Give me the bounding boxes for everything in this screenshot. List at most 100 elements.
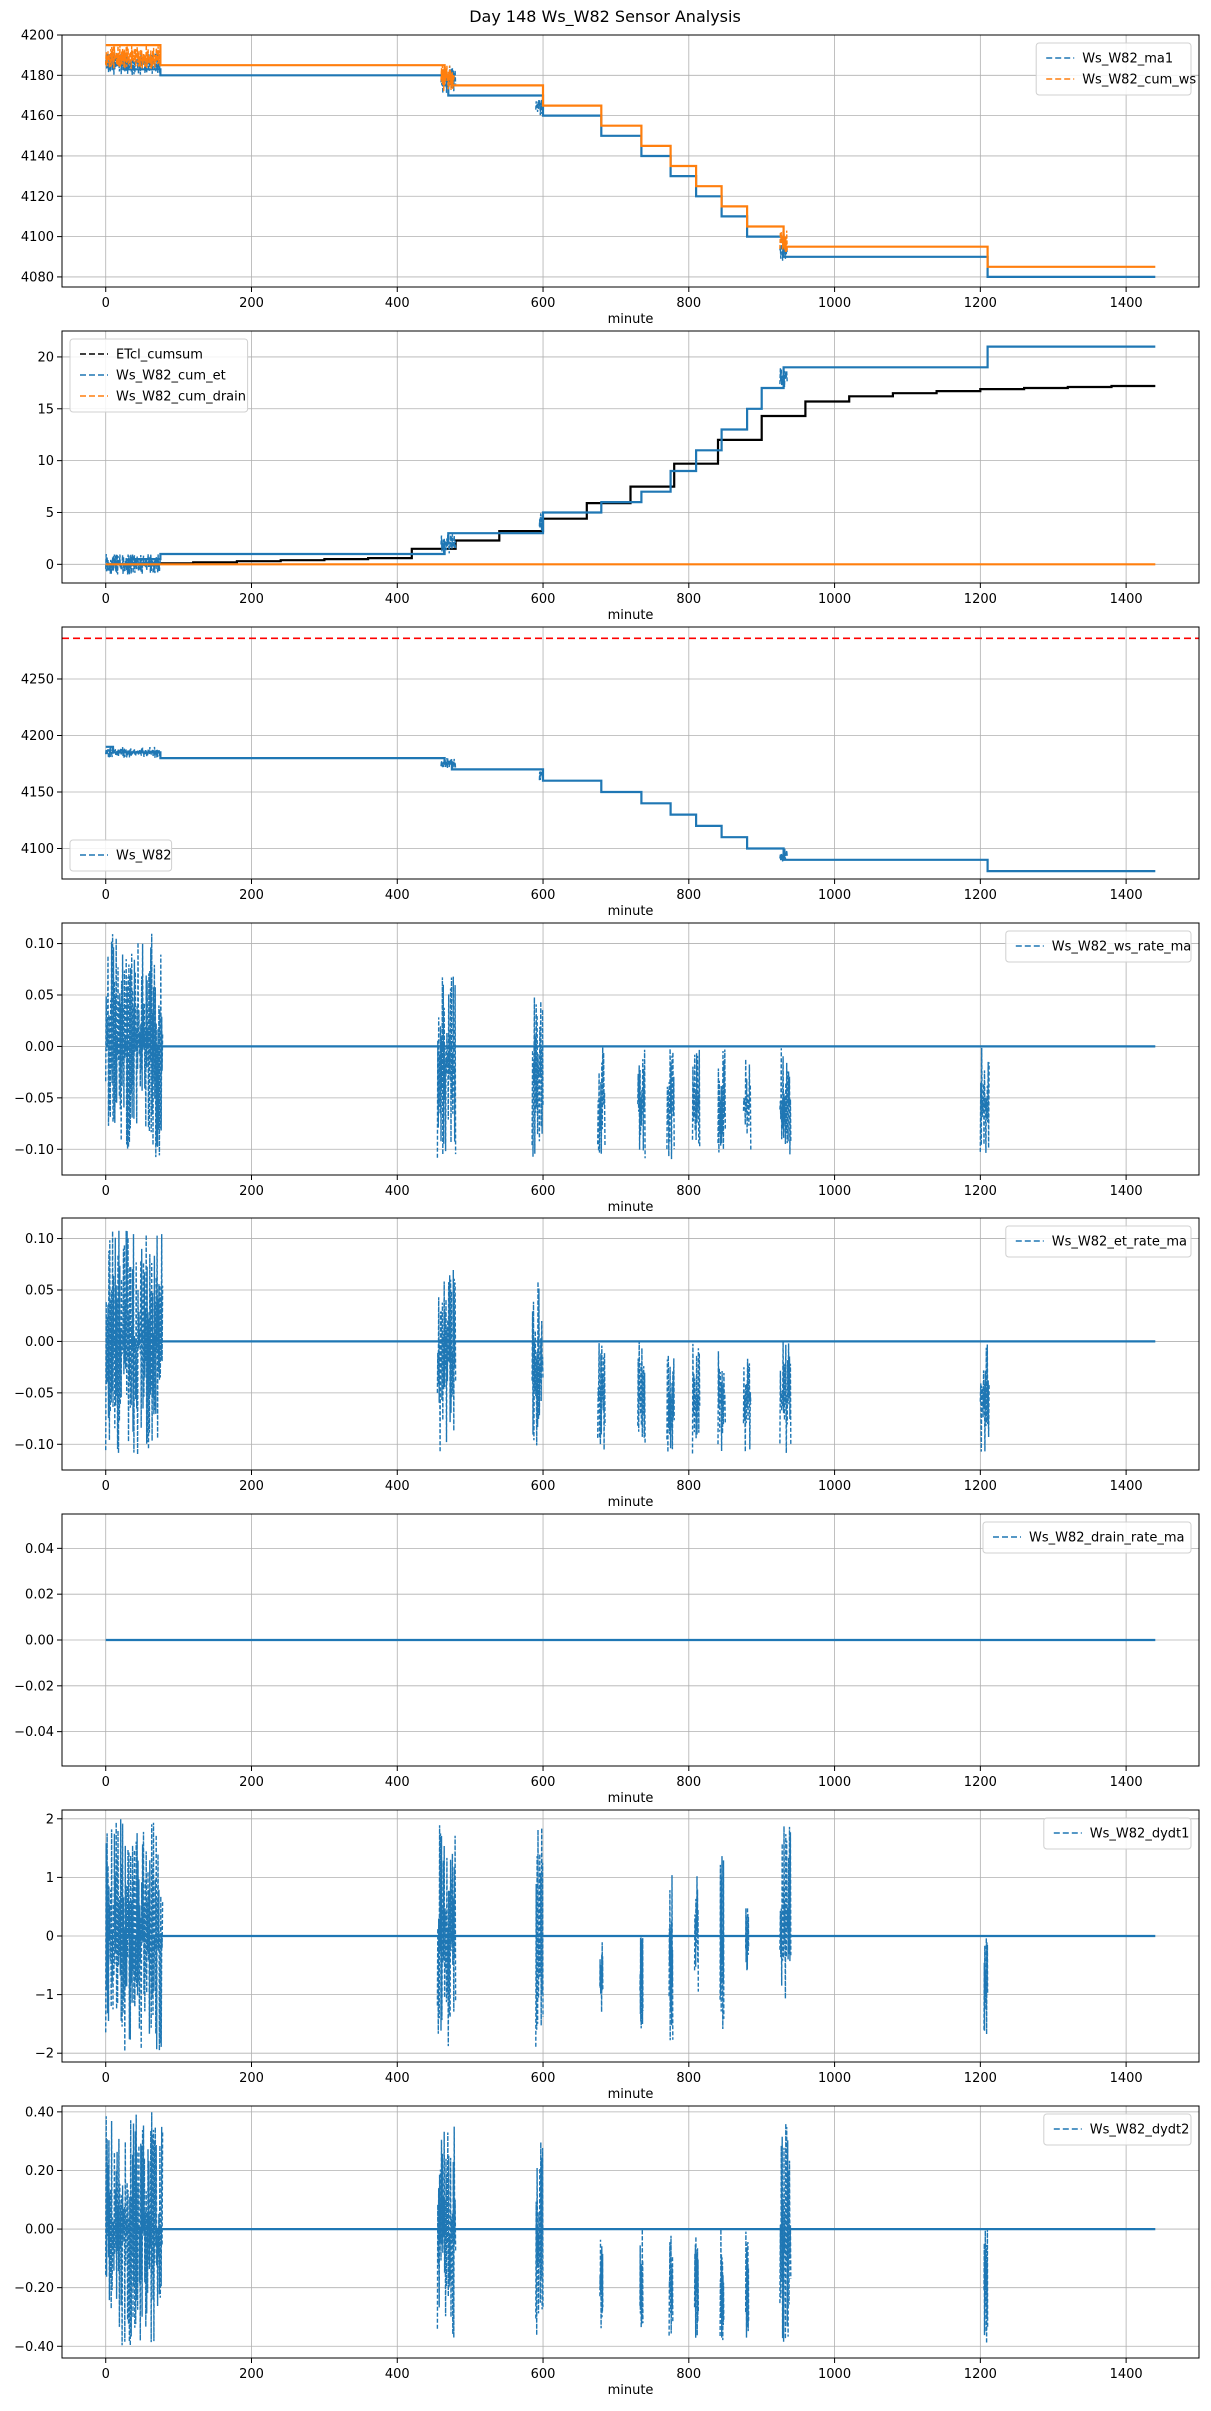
- x-tick-label: 1000: [818, 2367, 851, 2382]
- x-tick-label: 1400: [1110, 1479, 1143, 1494]
- legend-label: Ws_W82_dydt2: [1090, 2123, 1190, 2138]
- legend: ETcl_cumsum Ws_W82_cum_et Ws_W82_cum_drain: [69, 338, 249, 413]
- series-noise-burst: [779, 2123, 792, 2342]
- subplot-5: 0 200 400 600 800 1000 1200 1400 −0.10 −0.05 0.00 0…: [14, 1217, 1200, 1510]
- figure-title: Day 148 Ws_W82 Sensor Analysis: [469, 7, 741, 27]
- x-tick-label: 1000: [818, 2071, 851, 2086]
- y-tick-label: 4100: [21, 230, 54, 245]
- series-noise-burst: [597, 1047, 606, 1154]
- series-noise-burst: [436, 2126, 457, 2338]
- legend: Ws_W82_dydt1: [1043, 1817, 1192, 1850]
- x-tick-label: 0: [102, 296, 110, 311]
- x-tick-label: 800: [676, 888, 701, 903]
- subplot-4: 0 200 400 600 800 1000 1200 1400 −0.10 −0.05 0.00 0…: [14, 922, 1200, 1215]
- plot-area: [105, 2112, 1156, 2346]
- x-axis-label: minute: [608, 904, 654, 919]
- plot-area: [105, 44, 1156, 278]
- y-tick-label: 0.00: [25, 1040, 54, 1055]
- x-tick-label: 0: [102, 1479, 110, 1494]
- series-noise-burst: [691, 1049, 701, 1148]
- legend: Ws_W82: [69, 839, 173, 872]
- y-tick-label: 10: [37, 454, 54, 469]
- x-tick-label: 600: [531, 1184, 556, 1199]
- x-tick-label: 1200: [964, 888, 997, 903]
- x-tick-label: 1000: [818, 1184, 851, 1199]
- x-tick-label: 0: [102, 2071, 110, 2086]
- series-noise-burst: [436, 1269, 457, 1453]
- series-noise-burst: [436, 976, 457, 1158]
- series-noise-burst: [105, 553, 162, 575]
- legend: Ws_W82_et_rate_ma: [1005, 1225, 1192, 1258]
- x-tick-label: 600: [531, 2367, 556, 2382]
- y-tick-label: 0.04: [25, 1542, 54, 1557]
- subplot-6: 0 200 400 600 800 1000 1200 1400 −0.04 −0.02 0.00 0…: [14, 1513, 1200, 1806]
- x-tick-label: 600: [531, 296, 556, 311]
- legend-label: Ws_W82_ma1: [1082, 52, 1173, 67]
- y-tick-label: −0.05: [14, 1091, 54, 1106]
- series-line: [105, 345, 1156, 571]
- series-noise-burst: [105, 45, 162, 70]
- series-noise-burst: [105, 933, 164, 1158]
- x-tick-label: 1200: [964, 592, 997, 607]
- y-tick-label: 0.05: [25, 1284, 54, 1299]
- x-tick-label: 600: [531, 592, 556, 607]
- x-tick-label: 1400: [1110, 296, 1143, 311]
- legend-box: [1035, 42, 1192, 96]
- x-tick-label: 1400: [1110, 2071, 1143, 2086]
- y-tick-label: 0.10: [25, 937, 54, 952]
- plot-area: [105, 1819, 1156, 2052]
- x-tick-label: 400: [385, 2071, 410, 2086]
- x-tick-label: 200: [239, 1775, 264, 1790]
- y-tick-label: −0.02: [14, 1679, 54, 1694]
- series-noise-burst: [105, 1230, 164, 1455]
- x-tick-label: 1400: [1110, 1775, 1143, 1790]
- series-noise-burst: [531, 997, 544, 1157]
- x-tick-label: 1000: [818, 1775, 851, 1790]
- series-noise-burst: [105, 1819, 164, 2052]
- y-tick-label: 0.00: [25, 1335, 54, 1350]
- legend-label: Ws_W82_cum_ws: [1082, 73, 1196, 88]
- x-tick-label: 800: [676, 296, 701, 311]
- x-tick-label: 1200: [964, 1775, 997, 1790]
- y-tick-label: 20: [37, 350, 54, 365]
- legend-label: Ws_W82_cum_et: [116, 369, 226, 384]
- legend-label: Ws_W82_dydt1: [1090, 1827, 1190, 1842]
- legend-label: Ws_W82_cum_drain: [116, 390, 246, 405]
- x-tick-label: 800: [676, 1775, 701, 1790]
- series-noise-burst: [693, 1876, 699, 1992]
- series-noise-burst: [742, 1059, 752, 1150]
- y-tick-label: 5: [46, 506, 54, 521]
- x-tick-label: 400: [385, 1479, 410, 1494]
- subplot-1: 0 200 400 600 800 1000 1200 1400 4080 4100 4120 414…: [21, 29, 1200, 327]
- y-tick-label: 4150: [21, 785, 54, 800]
- y-tick-label: −0.04: [14, 1725, 54, 1740]
- x-tick-label: 1400: [1110, 592, 1143, 607]
- series-noise-burst: [745, 1907, 750, 1971]
- x-axis-label: minute: [608, 1495, 654, 1510]
- x-tick-label: 1000: [818, 1479, 851, 1494]
- series-noise-burst: [666, 1355, 675, 1453]
- x-tick-label: 1200: [964, 296, 997, 311]
- x-tick-label: 800: [676, 1479, 701, 1494]
- series-noise-burst: [745, 2231, 750, 2338]
- x-tick-label: 400: [385, 296, 410, 311]
- x-tick-label: 400: [385, 888, 410, 903]
- y-tick-label: 4120: [21, 190, 54, 205]
- legend-box: [1043, 2113, 1192, 2146]
- legend-box: [1005, 930, 1192, 963]
- y-tick-label: 0.05: [25, 989, 54, 1004]
- x-tick-label: 400: [385, 1775, 410, 1790]
- x-tick-label: 200: [239, 1184, 264, 1199]
- y-tick-label: 4080: [21, 270, 54, 285]
- x-tick-label: 200: [239, 2367, 264, 2382]
- series-noise-burst: [719, 2229, 725, 2341]
- x-tick-label: 600: [531, 888, 556, 903]
- y-tick-label: 4250: [21, 672, 54, 687]
- series-noise-burst: [691, 1343, 701, 1454]
- legend: Ws_W82_dydt2: [1043, 2113, 1192, 2146]
- axes-frame: [61, 2105, 1200, 2359]
- y-tick-label: −0.10: [14, 1143, 54, 1158]
- x-tick-label: 800: [676, 592, 701, 607]
- series-noise-burst: [742, 1358, 752, 1452]
